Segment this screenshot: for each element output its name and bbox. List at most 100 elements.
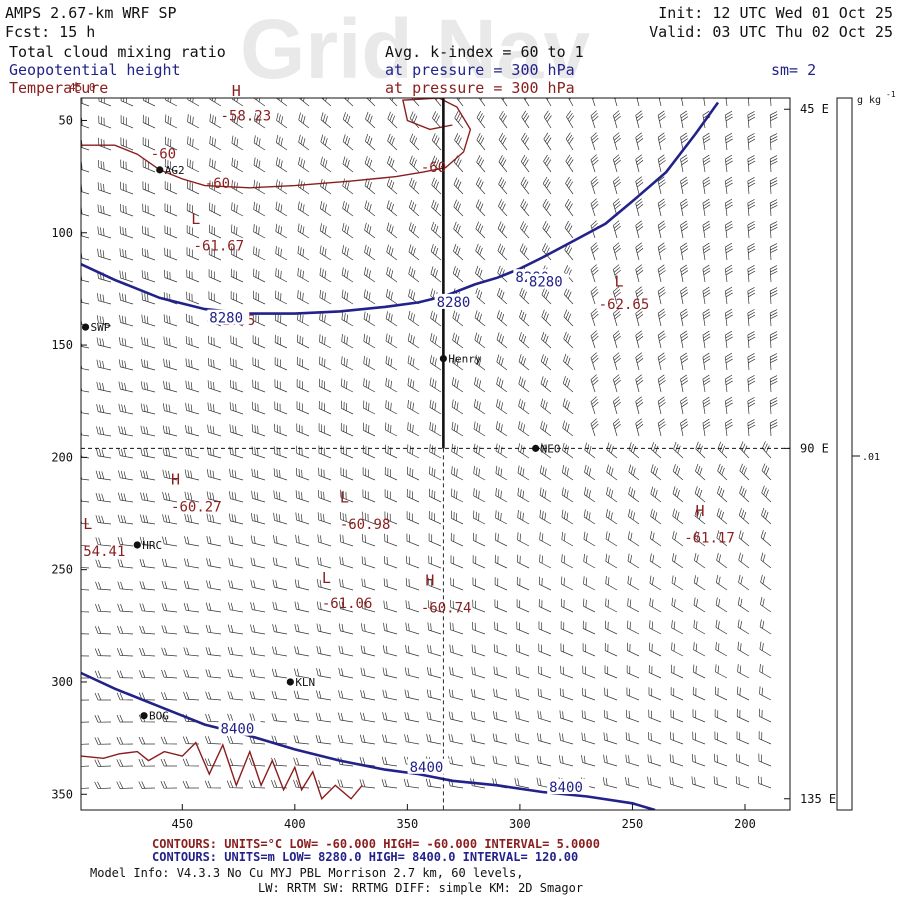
- wind-barb: [141, 314, 156, 327]
- wind-barb: [341, 267, 354, 283]
- colorbar-unit: g kg: [857, 95, 881, 106]
- wind-barb: [612, 396, 621, 415]
- colorbar-unit-exponent: -1: [886, 90, 896, 99]
- wind-barb: [747, 98, 751, 107]
- wind-barb: [362, 444, 376, 459]
- wind-barb: [605, 598, 618, 613]
- wind-barb: [95, 537, 112, 547]
- wind-barb: [231, 135, 244, 151]
- wind-barb: [342, 200, 354, 217]
- wind-barb: [604, 665, 618, 679]
- wind-barb: [475, 177, 486, 195]
- wind-barb: [561, 465, 574, 481]
- wind-barb: [275, 179, 288, 195]
- wind-barb: [186, 269, 200, 283]
- wind-barb: [499, 110, 508, 129]
- wind-barb: [231, 202, 244, 217]
- wind-barb: [205, 669, 222, 679]
- wind-barb: [97, 159, 112, 173]
- wind-barb: [769, 155, 778, 173]
- wind-barb: [186, 291, 200, 305]
- wind-barb: [583, 576, 596, 591]
- wind-barb: [252, 357, 266, 371]
- guide-lines: [81, 98, 790, 810]
- wind-barb: [98, 115, 112, 129]
- wind-barb: [141, 359, 156, 371]
- wind-barb: [139, 514, 156, 525]
- wind-barb: [81, 544, 90, 547]
- plot-frame: [80, 97, 791, 811]
- wind-barb: [228, 580, 244, 591]
- wind-barb: [361, 533, 376, 547]
- wind-barb: [160, 780, 178, 789]
- wind-barb: [680, 308, 689, 327]
- wind-barb: [120, 203, 134, 217]
- wind-barb: [498, 199, 508, 217]
- wind-barb: [297, 179, 310, 195]
- wind-barb: [429, 444, 442, 459]
- temperature-label: -62.65: [599, 297, 650, 313]
- wind-barb: [81, 250, 90, 261]
- axes: 450 400 350 300 250 200 50 100 150 200 250 300 350 45…: [51, 102, 836, 831]
- wind-barb: [81, 655, 90, 657]
- wind-barb: [625, 732, 640, 745]
- wind-barb: [559, 732, 574, 745]
- wind-barb: [364, 133, 376, 151]
- wind-barb: [296, 445, 310, 459]
- wind-barb: [516, 576, 530, 591]
- wind-barb: [747, 397, 756, 415]
- wind-barb: [680, 220, 689, 239]
- wind-barb: [671, 597, 684, 613]
- wind-barb: [716, 552, 728, 569]
- wind-barb: [520, 199, 530, 217]
- wind-barb: [540, 420, 552, 437]
- wind-barb: [209, 180, 222, 195]
- contour-lines: [81, 98, 720, 810]
- wind-barb: [141, 270, 156, 283]
- wind-barb: [253, 246, 266, 261]
- wind-barb: [296, 423, 310, 437]
- wind-barb: [186, 313, 200, 327]
- wind-barb: [320, 134, 332, 151]
- wind-barb: [494, 621, 508, 635]
- wind-barb: [120, 137, 134, 151]
- wind-barb: [627, 531, 640, 547]
- wind-barb: [628, 486, 640, 503]
- wind-barb: [747, 265, 756, 283]
- wind-barb: [272, 646, 288, 657]
- wind-barb: [537, 688, 552, 701]
- wind-barb: [474, 377, 486, 393]
- wind-barb: [164, 225, 178, 239]
- wind-barb: [715, 575, 728, 591]
- wind-barb: [582, 643, 596, 657]
- wind-barb: [627, 575, 640, 591]
- wind-barb: [250, 535, 266, 547]
- wind-barb: [542, 176, 552, 195]
- wind-barb: [693, 597, 706, 613]
- wind-barb: [318, 423, 332, 437]
- wind-barb: [342, 156, 354, 173]
- wind-barb: [583, 531, 596, 547]
- wind-barb: [251, 446, 266, 459]
- temperature-label: -60.74: [421, 600, 472, 616]
- wind-barb: [254, 98, 266, 107]
- wind-barb: [473, 465, 486, 481]
- wind-barb: [207, 357, 222, 371]
- wind-barb: [521, 132, 530, 151]
- wind-barb: [363, 333, 376, 349]
- wind-barb: [340, 489, 354, 503]
- wind-barb: [605, 509, 618, 525]
- wind-barb: [738, 552, 750, 569]
- wind-barb: [493, 711, 508, 723]
- wind-barb: [162, 536, 178, 547]
- field-cloud-mixing-ratio: Total cloud mixing ratio: [9, 43, 226, 61]
- wind-barb: [231, 113, 244, 129]
- wind-barb: [672, 530, 684, 547]
- wind-barb: [81, 228, 90, 239]
- wind-barb: [542, 221, 552, 239]
- high-low-marker: H: [425, 571, 434, 589]
- wind-barb: [364, 200, 376, 217]
- wind-barb: [540, 398, 552, 415]
- wind-barb: [185, 336, 200, 349]
- wind-barb: [320, 156, 332, 173]
